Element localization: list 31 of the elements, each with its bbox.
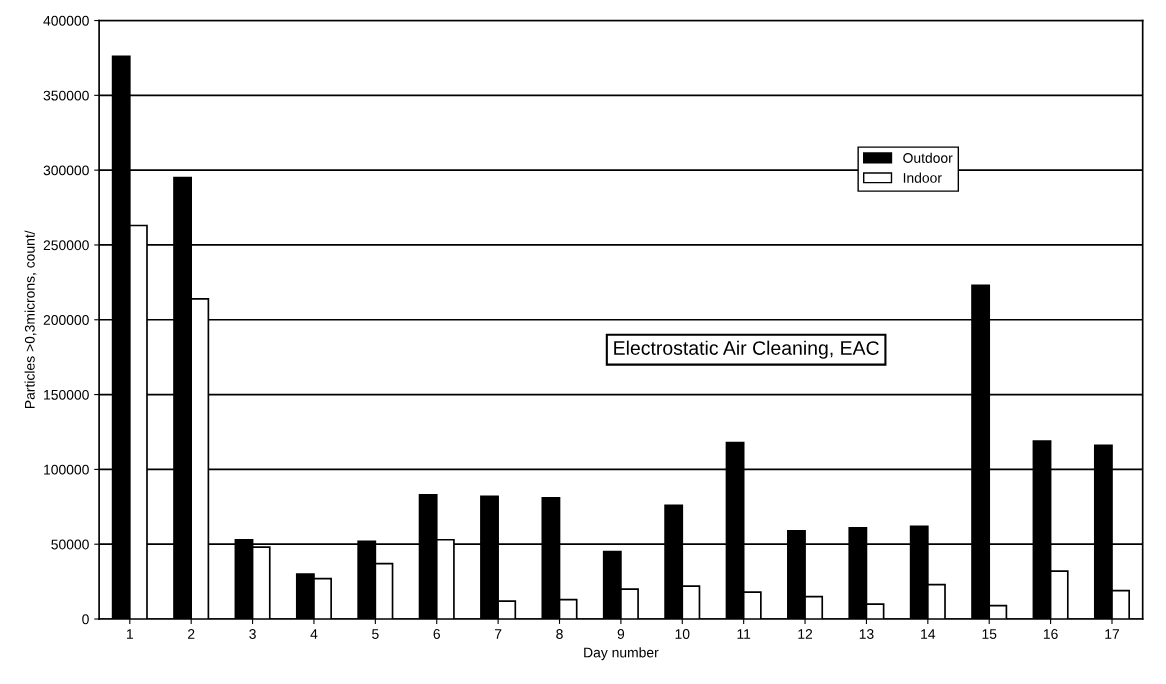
x-tick-label: 11 bbox=[737, 629, 751, 639]
x-tick-label: 16 bbox=[1043, 629, 1058, 639]
x-tick-label: 3 bbox=[249, 629, 256, 639]
y-tick-label: 150000 bbox=[44, 389, 89, 400]
y-tick-label: 250000 bbox=[43, 240, 89, 251]
y-tick-label: 300000 bbox=[43, 165, 89, 176]
x-tick-label: 2 bbox=[188, 629, 195, 639]
x-tick-label: 13 bbox=[859, 629, 874, 639]
x-tick-label: 12 bbox=[798, 629, 813, 639]
x-tick-label: 17 bbox=[1105, 629, 1120, 639]
x-tick-label: 10 bbox=[675, 629, 690, 639]
y-tick-label: 0 bbox=[82, 614, 89, 625]
annotation: Electrostatic Air Cleaning, EAC bbox=[614, 340, 879, 359]
y-tick-label: 400000 bbox=[43, 15, 89, 26]
x-tick-label: 4 bbox=[310, 629, 318, 639]
x-tick-label: 6 bbox=[433, 629, 440, 639]
x-tick-label: 14 bbox=[921, 629, 936, 639]
x-axis-title: Day number bbox=[584, 647, 659, 661]
y-tick-label: 100000 bbox=[44, 464, 89, 475]
x-tick-label: 9 bbox=[617, 629, 625, 639]
x-tick-label: 15 bbox=[982, 629, 997, 639]
y-tick-label: 200000 bbox=[43, 315, 89, 325]
x-tick-label: 5 bbox=[372, 629, 379, 639]
y-tick-label: 50000 bbox=[51, 539, 89, 550]
y-axis-title: Particles >0,3microns, count/ bbox=[24, 230, 37, 408]
x-tick-label: 1 bbox=[127, 629, 133, 639]
y-tick-label: 350000 bbox=[43, 90, 89, 101]
x-tick-label: 8 bbox=[556, 629, 563, 639]
legend-label: Indoor bbox=[903, 172, 942, 183]
legend-label: Outdoor bbox=[903, 152, 953, 163]
x-tick-label: 7 bbox=[494, 629, 502, 639]
